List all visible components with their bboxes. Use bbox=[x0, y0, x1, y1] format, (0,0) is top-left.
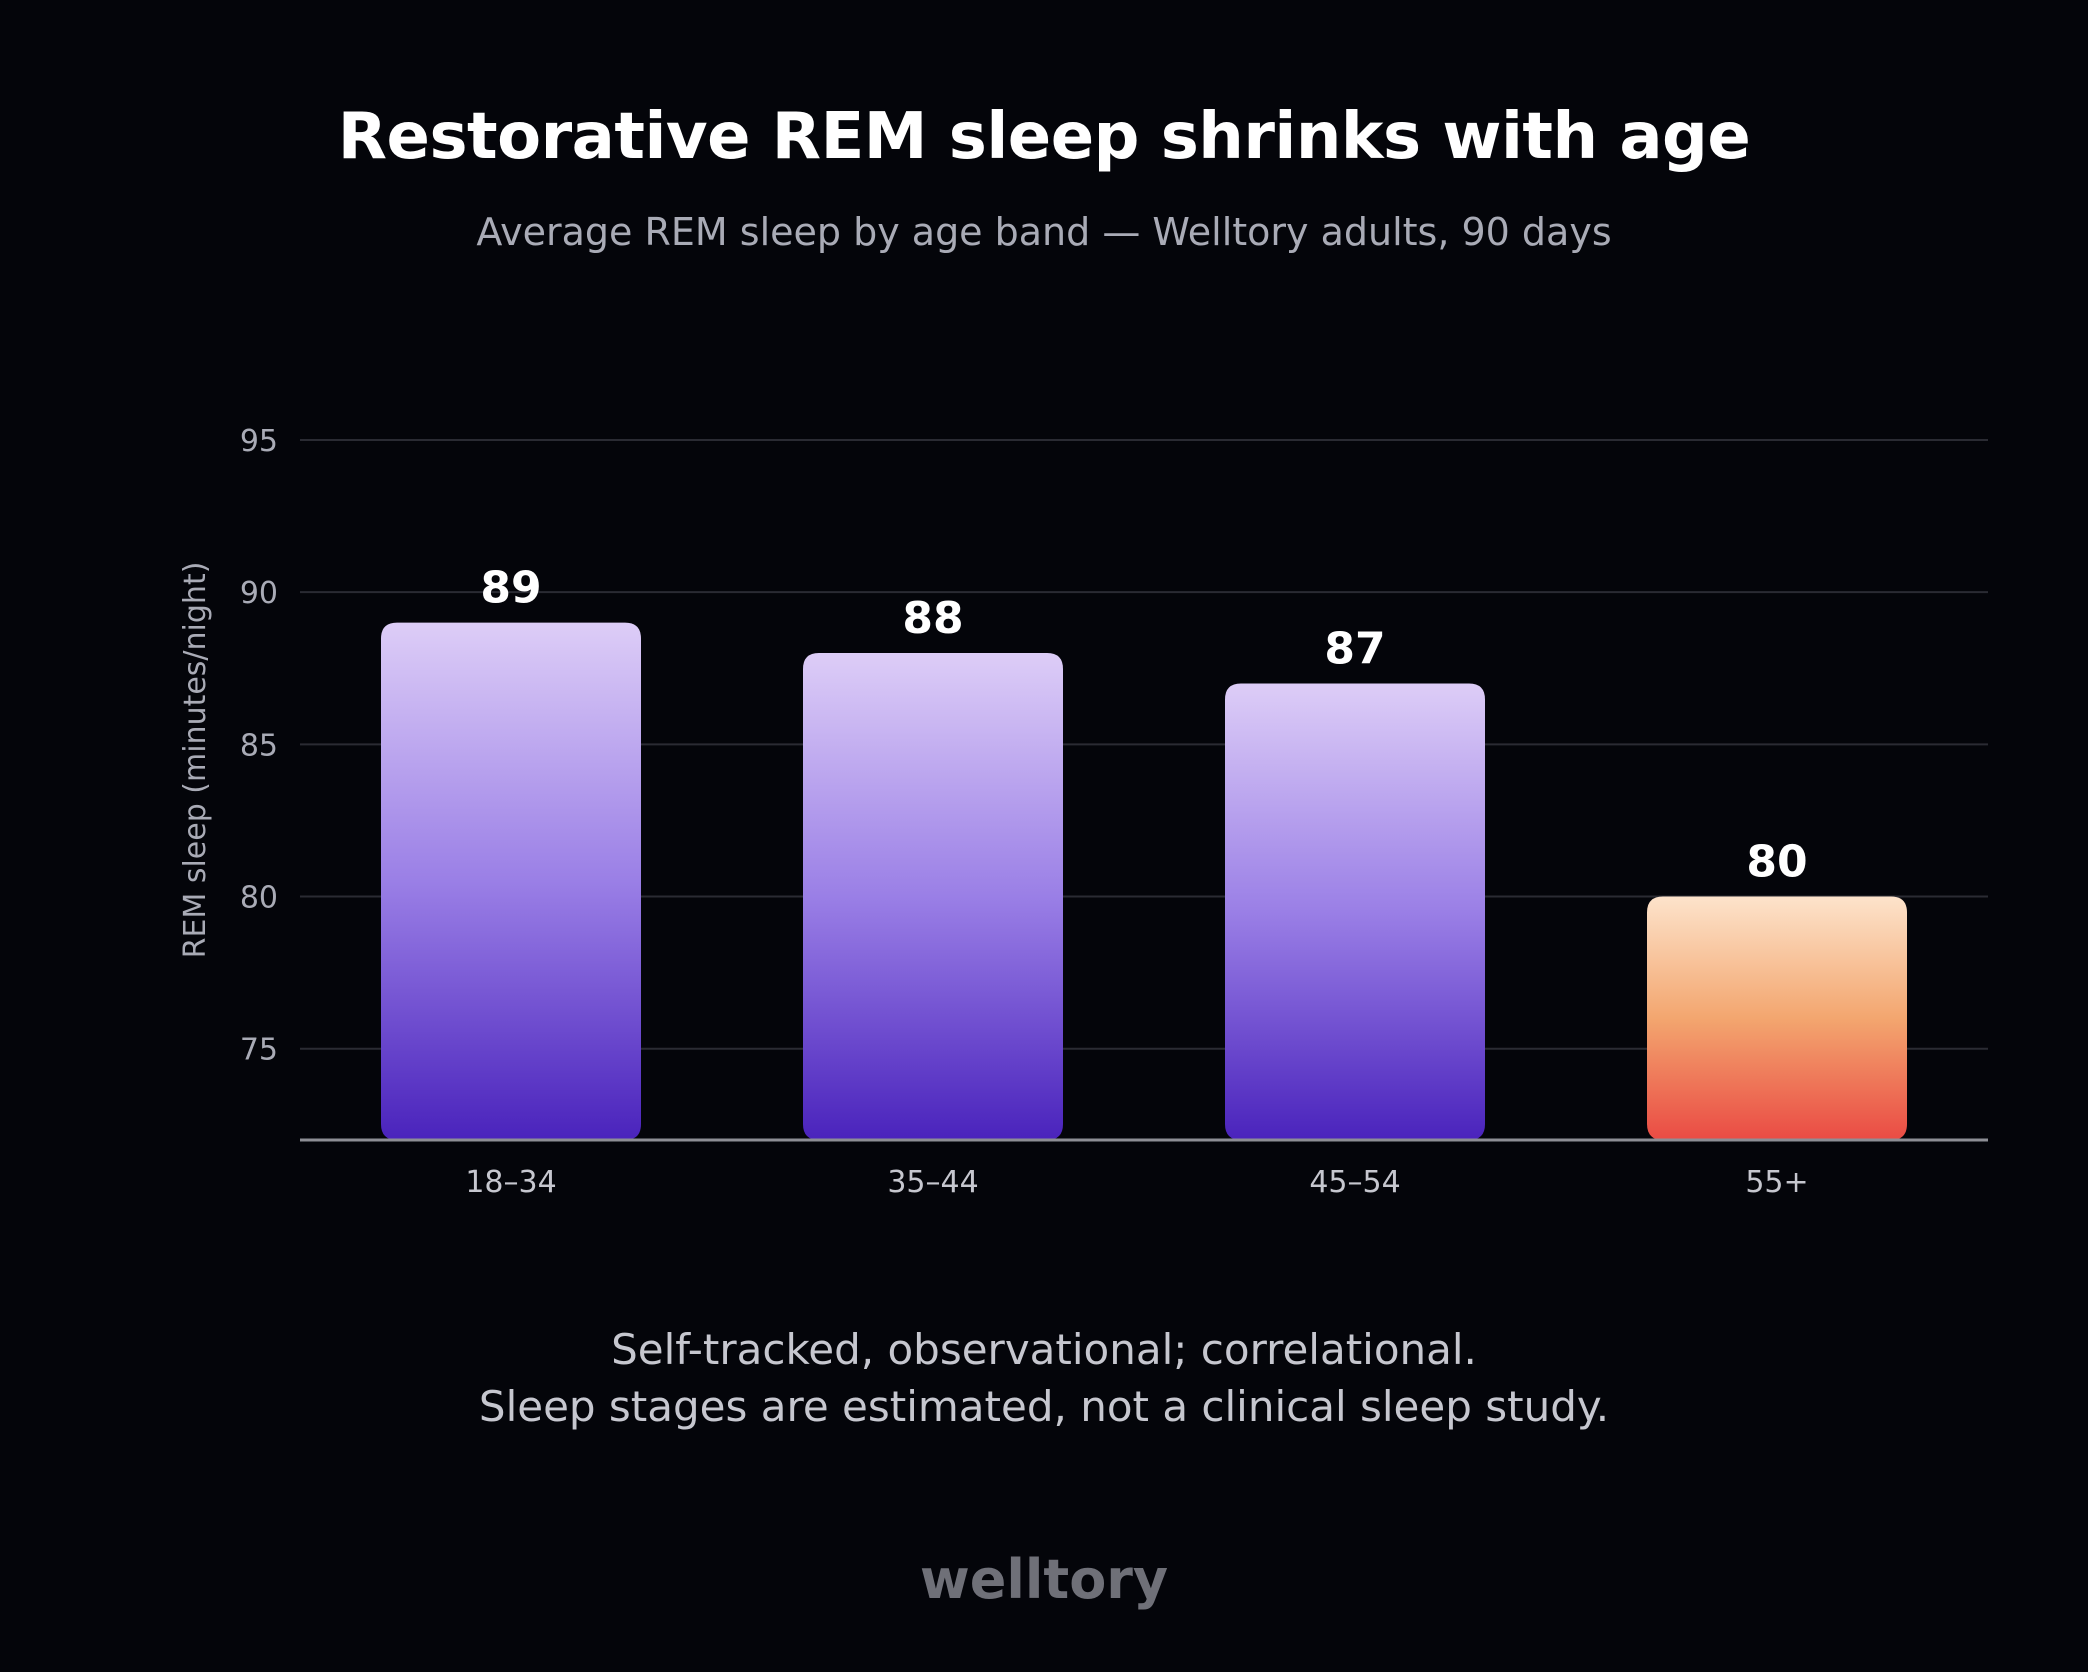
bar-3 bbox=[1225, 683, 1485, 1140]
bar-value-label: 80 bbox=[1746, 837, 1807, 888]
bar-2 bbox=[803, 653, 1063, 1140]
bar-value-label: 88 bbox=[902, 593, 963, 644]
x-tick-label: 45–54 bbox=[1309, 1165, 1400, 1200]
y-tick-label: 75 bbox=[240, 1033, 278, 1068]
x-tick-label: 55+ bbox=[1745, 1165, 1808, 1200]
footnote-line-2: Sleep stages are estimated, not a clinic… bbox=[478, 1382, 1610, 1431]
footnote-line-1: Self-tracked, observational; correlation… bbox=[611, 1325, 1477, 1374]
bar-value-label: 87 bbox=[1324, 623, 1385, 674]
value-labels: 89 88 87 80 bbox=[480, 563, 1807, 888]
y-tick-label: 90 bbox=[240, 576, 278, 611]
bar-value-label: 89 bbox=[480, 563, 541, 614]
y-axis-ticks: 75 80 85 90 95 bbox=[240, 424, 278, 1068]
y-tick-label: 80 bbox=[240, 881, 278, 916]
bar-4 bbox=[1647, 896, 1907, 1140]
bars bbox=[381, 622, 1907, 1140]
x-axis-ticks: 18–34 35–44 45–54 55+ bbox=[465, 1165, 1808, 1200]
x-tick-label: 18–34 bbox=[465, 1165, 556, 1200]
y-axis-label: REM sleep (minutes/night) bbox=[178, 562, 213, 959]
x-tick-label: 35–44 bbox=[887, 1165, 978, 1200]
y-tick-label: 85 bbox=[240, 728, 278, 763]
chart-title: Restorative REM sleep shrinks with age bbox=[337, 100, 1751, 174]
chart-subtitle: Average REM sleep by age band — Welltory… bbox=[476, 210, 1612, 254]
y-tick-label: 95 bbox=[240, 424, 278, 459]
brand-logo: welltory bbox=[919, 1548, 1169, 1611]
bar-1 bbox=[381, 622, 641, 1140]
